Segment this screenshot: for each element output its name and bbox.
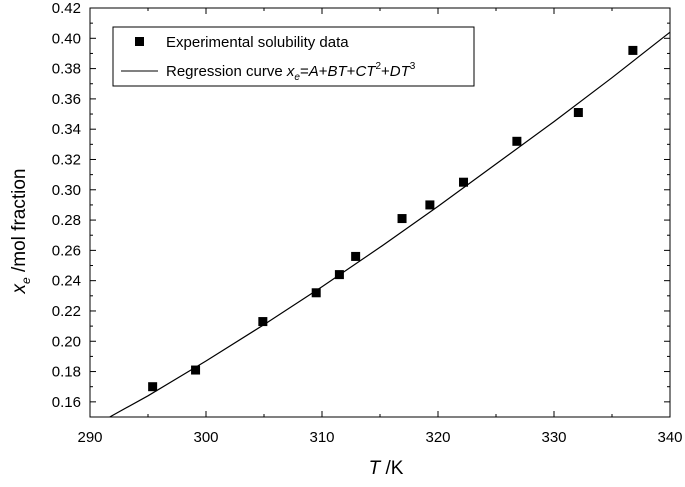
y-tick-label: 0.16 xyxy=(52,394,81,411)
legend-label-experimental: Experimental solubility data xyxy=(166,34,349,51)
data-point xyxy=(425,200,435,210)
y-tick-label: 0.28 xyxy=(52,212,81,229)
data-point xyxy=(191,365,201,375)
data-point xyxy=(258,317,268,327)
data-point xyxy=(397,214,407,224)
legend-label-regression: Regression curve xe=A+BT+CT2+DT3 xyxy=(166,61,416,83)
y-tick-labels: 0.16 0.18 0.20 0.22 0.24 0.26 0.28 0.30 0.32 0.34… xyxy=(52,0,81,411)
series-layer xyxy=(109,31,671,418)
axis-ticks xyxy=(89,7,671,418)
y-tick-label: 0.30 xyxy=(52,182,81,199)
data-point xyxy=(351,251,361,261)
y-tick-label: 0.38 xyxy=(52,61,81,78)
legend-regression-prefix: Regression curve xyxy=(166,63,287,80)
legend-marker-square xyxy=(135,37,144,46)
y-tick-label: 0.32 xyxy=(52,151,81,168)
y-tick-label: 0.26 xyxy=(52,242,81,259)
x-tick-label: 290 xyxy=(77,429,102,446)
y-tick-label: 0.22 xyxy=(52,303,81,320)
regression-curve xyxy=(109,31,671,418)
y-tick-label: 0.20 xyxy=(52,333,81,350)
data-point xyxy=(512,136,522,146)
x-tick-label: 330 xyxy=(541,429,566,446)
y-tick-label: 0.18 xyxy=(52,364,81,381)
y-axis-title: xe /mol fraction xyxy=(9,169,33,295)
y-tick-label: 0.34 xyxy=(52,121,81,138)
x-tick-label: 300 xyxy=(193,429,218,446)
data-point xyxy=(459,177,469,187)
y-tick-label: 0.42 xyxy=(52,0,81,17)
x-tick-label: 340 xyxy=(657,429,682,446)
y-tick-label: 0.36 xyxy=(52,91,81,108)
x-tick-labels: 290 300 310 320 330 340 xyxy=(77,429,682,446)
data-point xyxy=(311,288,321,298)
y-tick-label: 0.24 xyxy=(52,273,81,290)
x-tick-label: 320 xyxy=(425,429,450,446)
x-axis-title: T /K xyxy=(369,458,404,479)
legend-frame xyxy=(112,26,475,87)
y-tick-label: 0.40 xyxy=(52,30,81,47)
data-point xyxy=(573,108,583,118)
x-tick-label: 310 xyxy=(309,429,334,446)
data-point xyxy=(628,45,638,55)
data-point xyxy=(148,382,158,392)
legend: Experimental solubility data Regression … xyxy=(112,26,475,87)
